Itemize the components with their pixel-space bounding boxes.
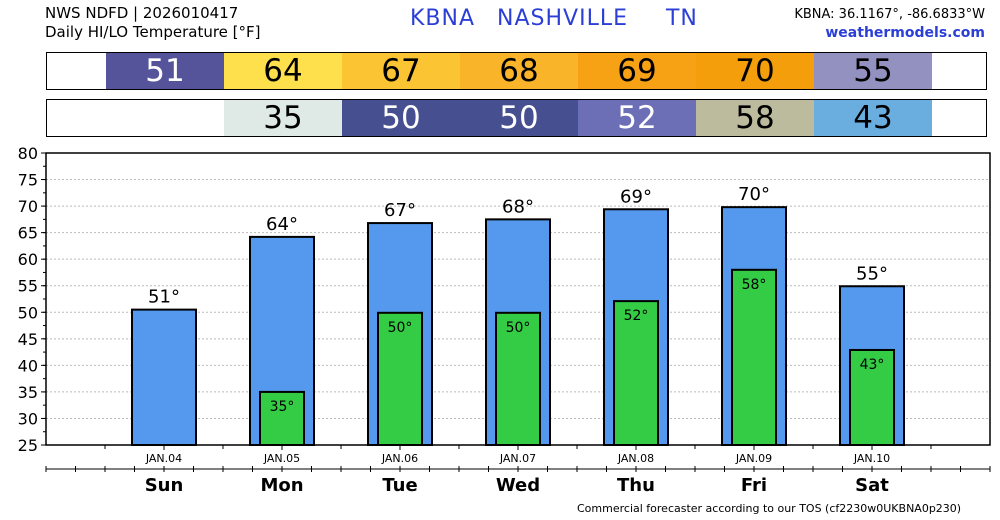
- date-label: JAN.04: [145, 452, 182, 465]
- date-label: JAN.05: [263, 452, 300, 465]
- low-temp-bar: [613, 300, 659, 446]
- weekday-label: Mon: [260, 475, 303, 496]
- low-temp-bar: [731, 268, 777, 446]
- high-temp-label: 51°: [148, 287, 180, 308]
- y-tick-label: 35: [18, 383, 38, 402]
- plot-frame: [45, 152, 991, 446]
- header-left: NWS NDFD | 2026010417 Daily HI/LO Temper…: [45, 4, 261, 42]
- high-temp-label: 69°: [620, 186, 652, 207]
- low-temp-label: 50°: [388, 320, 413, 336]
- low-temp-bar: [259, 390, 305, 446]
- low-temp-label: 58°: [742, 277, 767, 293]
- high-temp-cell: 68: [460, 53, 578, 89]
- station-id: KBNA: [410, 6, 476, 31]
- low-temp-label: 50°: [506, 320, 531, 336]
- high-temp-cell: 69: [578, 53, 696, 89]
- weekday-label: Sun: [145, 475, 184, 496]
- low-temp-bar: [849, 348, 895, 447]
- header-right: KBNA: 36.1167°, -86.6833°W weathermodels…: [794, 5, 985, 43]
- low-temp-cell: 43: [814, 100, 932, 136]
- low-temp-cell: 35: [224, 100, 342, 136]
- date-label: JAN.08: [617, 452, 654, 465]
- y-tick-label: 60: [18, 250, 38, 269]
- high-temp-cell: 51: [106, 53, 224, 89]
- y-tick-label: 45: [18, 330, 38, 349]
- site-link[interactable]: weathermodels.com: [825, 25, 985, 41]
- low-temp-cell: 50: [342, 100, 460, 136]
- y-tick-label: 65: [18, 224, 38, 243]
- high-temp-label: 55°: [856, 263, 888, 284]
- weekday-label: Sat: [855, 475, 889, 496]
- low-temp-bar: [377, 311, 423, 447]
- low-temp-strip: 35 50 50 52 58 43: [46, 99, 987, 137]
- y-tick-label: 75: [18, 171, 38, 190]
- high-temp-label: 70°: [738, 184, 770, 205]
- state-name: TN: [665, 6, 698, 31]
- y-tick-label: 25: [18, 436, 38, 455]
- high-temp-cell: 70: [696, 53, 814, 89]
- date-label: JAN.09: [735, 452, 772, 465]
- y-tick-label: 80: [18, 144, 38, 163]
- low-temp-label: 52°: [624, 308, 649, 324]
- station-title: KBNA NASHVILLE TN: [410, 6, 712, 31]
- high-temp-bar: [131, 308, 197, 447]
- weekday-label: Wed: [496, 475, 540, 496]
- city-name: NASHVILLE: [497, 6, 628, 31]
- high-temp-label: 67°: [384, 200, 416, 221]
- product-label: Daily HI/LO Temperature [°F]: [45, 23, 261, 41]
- coordinates-label: KBNA: 36.1167°, -86.6833°W: [794, 7, 985, 22]
- date-label: JAN.07: [499, 452, 536, 465]
- model-run-label: NWS NDFD | 2026010417: [45, 4, 239, 22]
- high-temp-cell: 64: [224, 53, 342, 89]
- low-temp-cell: 52: [578, 100, 696, 136]
- weekday-label: Tue: [382, 475, 417, 496]
- high-temp-label: 64°: [266, 214, 298, 235]
- y-tick-label: 70: [18, 197, 38, 216]
- footer-note: Commercial forecaster according to our T…: [577, 502, 962, 515]
- high-temp-cell: 67: [342, 53, 460, 89]
- weekday-label: Fri: [741, 475, 767, 496]
- high-temp-cell: 55: [814, 53, 932, 89]
- weekday-label: Thu: [617, 475, 655, 496]
- y-tick-label: 40: [18, 356, 38, 375]
- y-tick-label: 50: [18, 303, 38, 322]
- y-tick-label: 30: [18, 409, 38, 428]
- date-label: JAN.06: [381, 452, 418, 465]
- low-temp-cell: 50: [460, 100, 578, 136]
- y-tick-label: 55: [18, 277, 38, 296]
- low-temp-cell: 58: [696, 100, 814, 136]
- low-temp-label: 35°: [270, 399, 295, 415]
- high-temp-strip: 51 64 67 68 69 70 55: [46, 52, 987, 90]
- low-temp-label: 43°: [860, 357, 885, 373]
- high-temp-label: 68°: [502, 196, 534, 217]
- date-label: JAN.10: [853, 452, 890, 465]
